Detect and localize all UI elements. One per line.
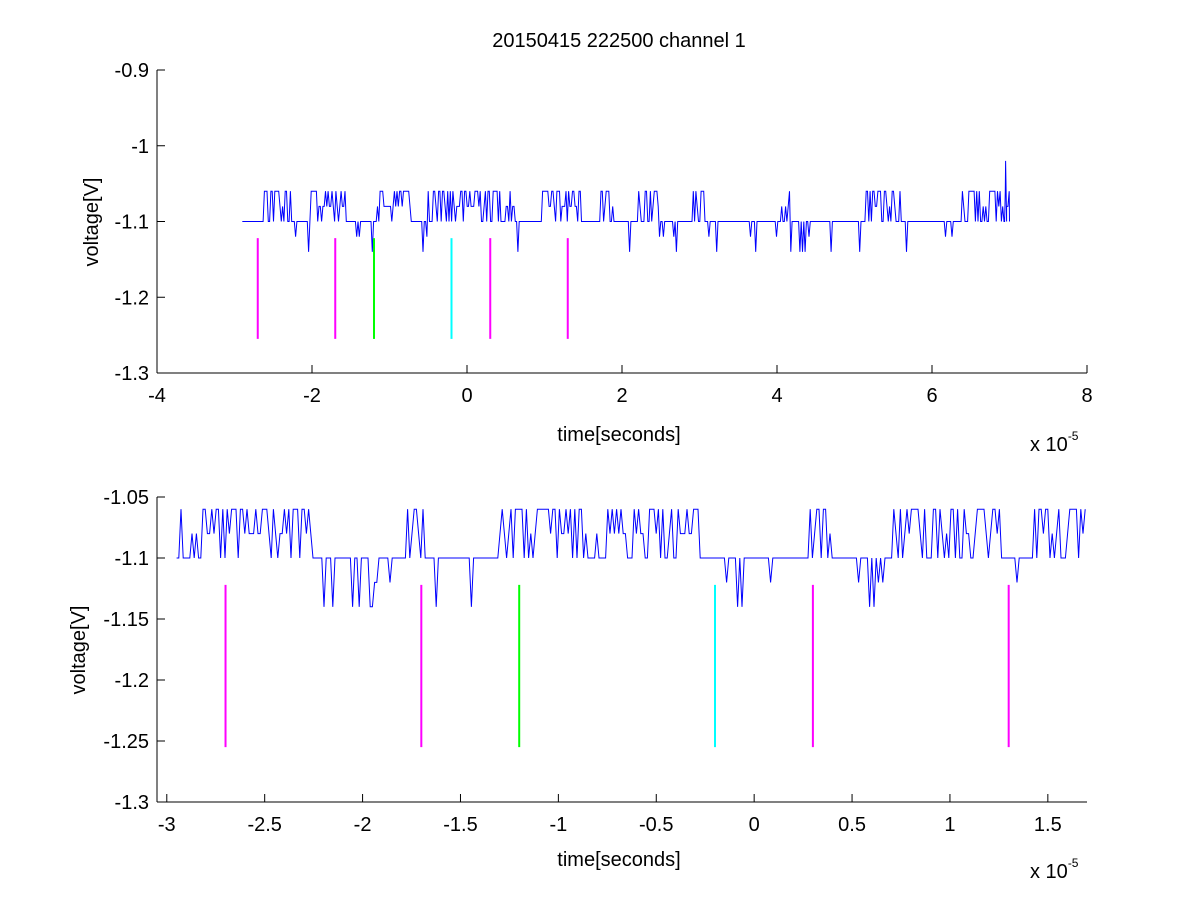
bottom-y-tick-label: -1.05 xyxy=(103,487,149,509)
bottom-x-axis-label: time[seconds] xyxy=(557,849,680,871)
bottom-signal-series xyxy=(176,508,1086,608)
bottom-x-tick-label: -0.5 xyxy=(639,814,673,836)
top-plot-marks xyxy=(242,160,1010,339)
bottom-x-tick-label: -1.5 xyxy=(443,814,477,836)
top-x-ticks: -4 -2 0 2 4 6 8 xyxy=(148,365,1093,407)
top-x-tick-label: 6 xyxy=(926,385,937,407)
bottom-y-tick-label: -1.2 xyxy=(115,670,149,692)
top-x-scale-label: x 10-5 xyxy=(1030,429,1079,456)
bottom-x-tick-label: -2.5 xyxy=(247,814,281,836)
bottom-y-axis-label: voltage[V] xyxy=(68,606,90,695)
bottom-y-tick-label: -1.3 xyxy=(115,792,149,814)
bottom-x-tick-label: 1.5 xyxy=(1034,814,1062,836)
top-y-axis-label: voltage[V] xyxy=(81,178,103,267)
top-y-tick-label: -1.2 xyxy=(115,287,149,309)
bottom-plot-marks xyxy=(176,508,1086,748)
bottom-x-scale-base: x 10 xyxy=(1030,861,1068,883)
bottom-x-tick-label: -3 xyxy=(158,814,176,836)
top-x-scale-exponent: -5 xyxy=(1068,429,1079,443)
top-y-tick-label: -1 xyxy=(131,136,149,158)
bottom-x-scale-label: x 10-5 xyxy=(1030,856,1079,883)
bottom-axes: -3 -2.5 -2 -1.5 -1 -0.5 0 0.5 1 1.5 -1.3 -1.25 -1.2… xyxy=(68,487,1087,883)
figure-title: 20150415 222500 channel 1 xyxy=(492,30,746,52)
top-y-ticks: -1.3 -1.2 -1.1 -1 -0.9 xyxy=(115,60,165,385)
bottom-x-tick-label: -2 xyxy=(354,814,372,836)
top-x-tick-label: 4 xyxy=(771,385,782,407)
top-signal-series xyxy=(242,160,1010,252)
bottom-y-tick-label: -1.15 xyxy=(103,609,149,631)
top-x-axis-label: time[seconds] xyxy=(557,424,680,446)
bottom-x-scale-exponent: -5 xyxy=(1068,856,1079,870)
top-axes: -4 -2 0 2 4 6 8 -1.3 -1.2 -1.1 -1 -0.9 time[second… xyxy=(81,60,1093,456)
top-y-tick-label: -1.1 xyxy=(115,212,149,234)
bottom-x-tick-label: 1 xyxy=(944,814,955,836)
bottom-y-ticks: -1.3 -1.25 -1.2 -1.15 -1.1 -1.05 xyxy=(103,487,165,814)
bottom-y-tick-label: -1.1 xyxy=(115,548,149,570)
top-x-tick-label: 2 xyxy=(616,385,627,407)
bottom-x-tick-label: 0.5 xyxy=(838,814,866,836)
top-x-tick-label: -2 xyxy=(303,385,321,407)
top-x-scale-base: x 10 xyxy=(1030,434,1068,456)
bottom-x-ticks: -3 -2.5 -2 -1.5 -1 -0.5 0 0.5 1 1.5 xyxy=(158,794,1062,836)
top-x-tick-label: 0 xyxy=(461,385,472,407)
top-x-tick-label: -4 xyxy=(148,385,166,407)
bottom-x-tick-label: -1 xyxy=(549,814,567,836)
top-y-tick-label: -0.9 xyxy=(115,60,149,82)
bottom-y-tick-label: -1.25 xyxy=(103,731,149,753)
top-x-tick-label: 8 xyxy=(1081,385,1092,407)
top-y-tick-label: -1.3 xyxy=(115,363,149,385)
bottom-x-tick-label: 0 xyxy=(749,814,760,836)
